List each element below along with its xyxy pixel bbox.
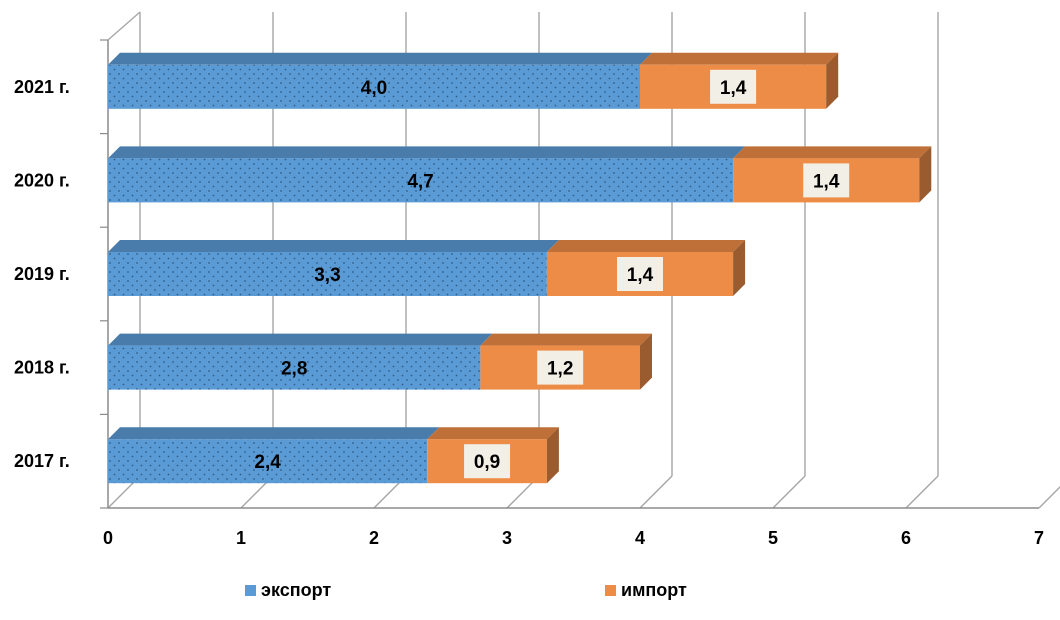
data-label-export: 4,0	[361, 78, 387, 99]
gridline-floor	[772, 475, 806, 509]
data-label-export: 2,8	[281, 359, 307, 380]
x-tick-label: 7	[1034, 528, 1044, 548]
data-label-import: 0,9	[474, 452, 500, 473]
bar-top-import	[546, 240, 746, 252]
bar-top-export	[108, 427, 440, 440]
data-label-import: 1,4	[627, 265, 654, 286]
x-tick-label: 1	[236, 528, 246, 548]
y-axis-depth-line	[107, 11, 141, 41]
data-labels: 2,4 0,9 2,8 1,2 3,3 1,4 4,7 1,4 4,0 1,4	[254, 69, 850, 479]
data-label-box	[803, 163, 850, 198]
bar-top-export	[108, 333, 493, 346]
bar-top-export	[108, 146, 746, 159]
legend-swatch-export	[245, 585, 256, 596]
gridline-floor	[639, 475, 673, 509]
bar-export	[108, 252, 547, 296]
bar-export	[108, 345, 481, 390]
data-label-import: 1,4	[813, 171, 840, 192]
data-label-import: 1,4	[720, 78, 747, 99]
bar-top-import	[480, 333, 652, 346]
category-label: 2020 г.	[14, 170, 70, 190]
bar-top-export	[108, 240, 559, 252]
bar-top-import	[427, 427, 559, 440]
bar-side-import	[733, 240, 746, 296]
data-label-import: 1,2	[547, 359, 573, 380]
gridline-floor	[905, 475, 939, 509]
bar-side-import	[919, 146, 932, 203]
x-tick-label: 2	[369, 528, 379, 548]
bars	[108, 52, 932, 484]
category-label: 2019 г.	[14, 264, 70, 284]
data-label-box	[464, 444, 511, 479]
data-label-export: 3,3	[314, 265, 340, 286]
category-label: 2018 г.	[14, 358, 70, 378]
legend: экспорт импорт	[245, 580, 687, 600]
axes: 0 1 2 3 4 5 6 7 2017 г. 2018 г. 2019 г. 2020 г. 2021…	[14, 11, 1044, 548]
category-label: 2021 г.	[14, 77, 70, 97]
x-tick-label: 4	[635, 528, 645, 548]
x-tick-label: 0	[103, 528, 113, 548]
bar-side-import	[546, 427, 559, 484]
data-label-box	[617, 257, 663, 291]
data-label-export: 2,4	[254, 452, 281, 473]
x-tick-label: 3	[502, 528, 512, 548]
data-label-box	[710, 69, 757, 104]
bar-export	[108, 64, 640, 109]
x-tick-label: 5	[768, 528, 778, 548]
bar-export	[108, 439, 428, 484]
data-label-export: 4,7	[407, 171, 433, 192]
gridline-floor	[1038, 486, 1060, 509]
data-label-box	[537, 350, 584, 385]
bar-side-import	[826, 52, 839, 109]
legend-label-export: экспорт	[261, 580, 331, 600]
legend-label-import: импорт	[621, 580, 687, 600]
bar-export	[108, 158, 734, 203]
category-label: 2017 г.	[14, 451, 70, 471]
x-tick-label: 6	[901, 528, 911, 548]
bar-top-import	[640, 52, 839, 65]
bar-top-import	[733, 146, 932, 159]
bar-side-import	[640, 333, 652, 390]
bar-top-export	[108, 52, 652, 65]
legend-swatch-import	[605, 585, 616, 596]
